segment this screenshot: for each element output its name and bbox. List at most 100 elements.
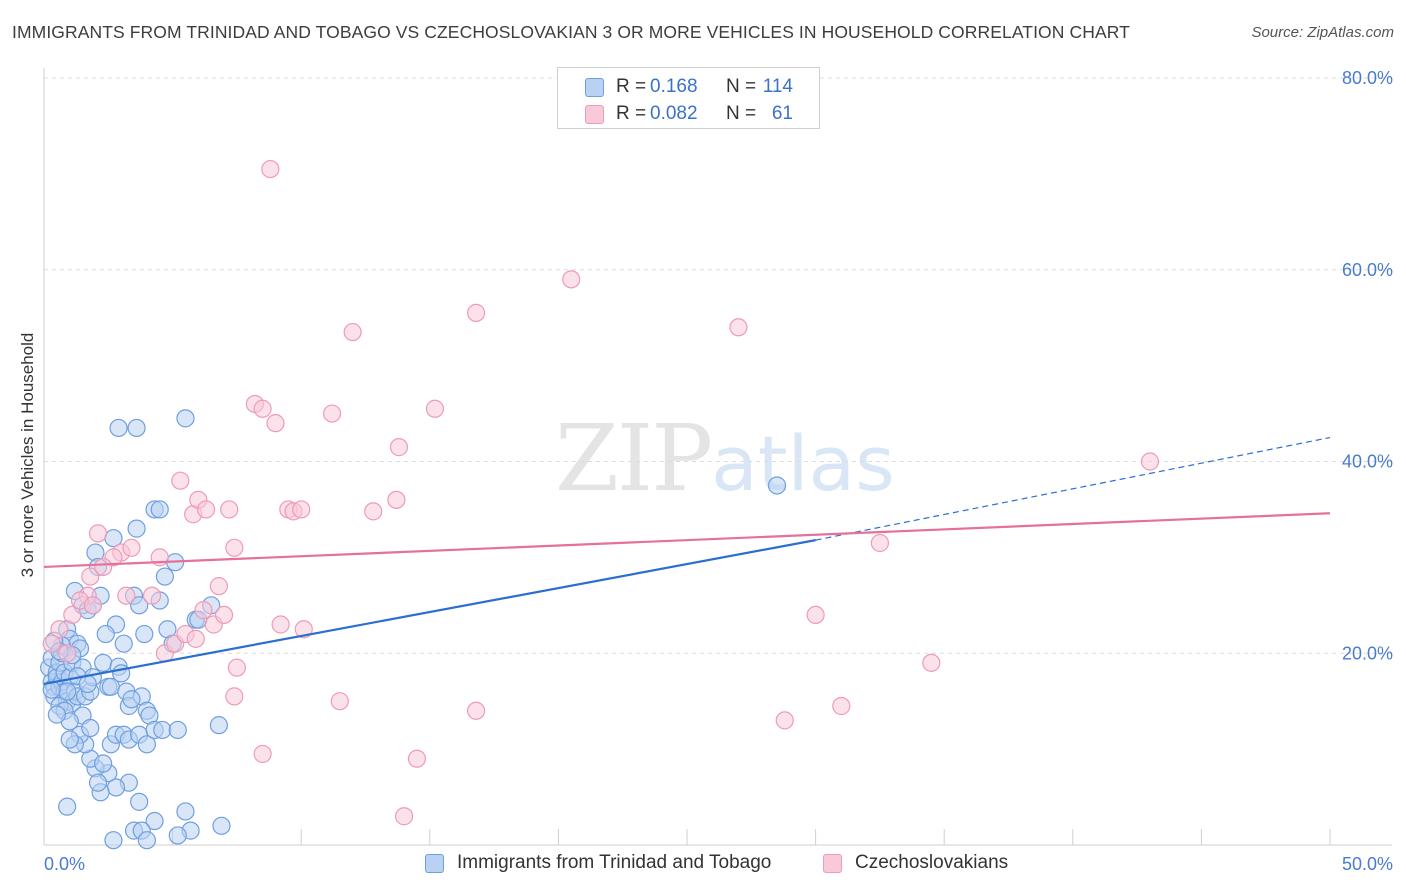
point-czech bbox=[88, 524, 108, 543]
point-czech bbox=[271, 615, 290, 634]
legend-swatch-trinidad bbox=[425, 854, 444, 873]
trend-layer bbox=[43, 436, 1331, 686]
point-trinidad bbox=[130, 596, 149, 615]
point-trinidad bbox=[155, 567, 174, 586]
legend-label-czech: Czechoslovakians bbox=[855, 852, 1009, 873]
legend-swatch-czech bbox=[585, 105, 604, 124]
point-czech bbox=[387, 490, 406, 509]
point-czech bbox=[122, 538, 141, 557]
points-layer bbox=[40, 159, 1160, 850]
watermark-atlas: atlas bbox=[711, 419, 895, 508]
y-tick-label: 80.0% bbox=[1342, 68, 1393, 88]
x-tick-label: 50.0% bbox=[1342, 854, 1393, 874]
y-tick-label: 20.0% bbox=[1342, 643, 1393, 663]
watermark: ZIPatlas bbox=[555, 405, 895, 512]
point-czech bbox=[50, 620, 69, 639]
point-czech bbox=[562, 270, 581, 289]
point-czech bbox=[253, 744, 272, 764]
point-trinidad bbox=[94, 653, 113, 672]
point-trinidad bbox=[153, 720, 172, 740]
point-czech bbox=[253, 399, 272, 418]
series-legend: Immigrants from Trinidad and Tobago Czec… bbox=[0, 852, 1406, 878]
watermark-zip: ZIP bbox=[555, 405, 713, 512]
stats-legend: R = 0.168 N = 114 R = 0.082 N = 61 bbox=[557, 67, 820, 129]
stats-legend-row-trinidad: R = 0.168 N = 114 bbox=[558, 75, 819, 101]
point-czech bbox=[81, 567, 100, 586]
trendline-trinidad-extension bbox=[815, 436, 1331, 541]
y-tick-label: 60.0% bbox=[1342, 260, 1393, 280]
point-trinidad bbox=[212, 816, 231, 835]
point-czech bbox=[83, 596, 102, 615]
point-trinidad bbox=[209, 716, 228, 735]
point-czech bbox=[63, 605, 82, 625]
point-trinidad bbox=[81, 718, 100, 738]
point-czech bbox=[425, 399, 445, 418]
point-czech bbox=[330, 692, 349, 711]
point-czech bbox=[42, 634, 61, 653]
y-tick-label: 40.0% bbox=[1342, 452, 1393, 472]
point-czech bbox=[58, 644, 77, 663]
point-czech bbox=[220, 500, 239, 519]
n-label: N = bbox=[726, 103, 757, 124]
point-czech bbox=[209, 577, 228, 596]
point-trinidad bbox=[109, 418, 128, 438]
point-czech bbox=[292, 500, 311, 519]
chart-title: IMMIGRANTS FROM TRINIDAD AND TOBAGO VS C… bbox=[12, 22, 1130, 42]
stats-legend-row-czech: R = 0.082 N = 61 bbox=[558, 102, 819, 128]
point-trinidad bbox=[176, 409, 195, 428]
point-czech bbox=[117, 586, 136, 605]
point-trinidad bbox=[176, 802, 195, 821]
point-czech bbox=[266, 414, 285, 433]
trendline-trinidad bbox=[43, 539, 816, 686]
point-trinidad bbox=[94, 754, 113, 773]
r-label: R = bbox=[616, 76, 647, 97]
point-czech bbox=[343, 322, 362, 342]
point-trinidad bbox=[122, 690, 141, 709]
point-czech bbox=[322, 404, 342, 423]
point-czech bbox=[186, 629, 205, 648]
point-trinidad bbox=[150, 500, 169, 519]
chart-source: Source: ZipAtlas.com bbox=[1251, 24, 1394, 41]
point-czech bbox=[389, 438, 409, 457]
point-trinidad bbox=[130, 792, 149, 811]
point-czech bbox=[171, 471, 190, 490]
x-tick-label: 0.0% bbox=[44, 854, 85, 874]
tick-layer: 20.0% 40.0% 60.0% 80.0% 0.0% 50.0% bbox=[44, 68, 1393, 874]
point-trinidad bbox=[47, 705, 66, 724]
point-trinidad bbox=[114, 634, 133, 653]
point-czech bbox=[225, 538, 244, 557]
point-czech bbox=[364, 502, 383, 521]
point-czech bbox=[225, 687, 244, 706]
point-trinidad bbox=[137, 831, 156, 850]
point-trinidad bbox=[88, 773, 108, 792]
point-czech bbox=[196, 500, 216, 519]
point-czech bbox=[227, 658, 246, 677]
point-czech bbox=[142, 586, 162, 605]
point-trinidad bbox=[58, 797, 77, 816]
legend-label-trinidad: Immigrants from Trinidad and Tobago bbox=[457, 852, 772, 873]
point-czech bbox=[261, 159, 280, 179]
point-trinidad bbox=[168, 720, 187, 740]
point-czech bbox=[394, 807, 414, 826]
point-czech bbox=[294, 620, 313, 639]
point-trinidad bbox=[60, 730, 79, 749]
point-czech bbox=[466, 701, 486, 720]
point-czech bbox=[407, 749, 427, 768]
point-trinidad bbox=[96, 624, 115, 644]
point-trinidad bbox=[42, 680, 61, 699]
r-value-czech: 0.082 bbox=[650, 103, 698, 124]
n-label: N = bbox=[726, 76, 757, 97]
n-value-trinidad: 114 bbox=[762, 76, 793, 97]
axis-layer bbox=[43, 68, 1392, 846]
legend-swatch-czech bbox=[823, 854, 842, 873]
point-czech bbox=[922, 653, 941, 672]
point-trinidad bbox=[137, 735, 156, 754]
point-trinidad bbox=[58, 682, 77, 701]
legend-swatch-trinidad bbox=[585, 78, 604, 97]
point-czech bbox=[832, 696, 851, 716]
point-czech bbox=[775, 711, 794, 730]
point-trinidad bbox=[135, 624, 154, 644]
r-label: R = bbox=[616, 103, 647, 124]
point-trinidad bbox=[145, 811, 164, 831]
